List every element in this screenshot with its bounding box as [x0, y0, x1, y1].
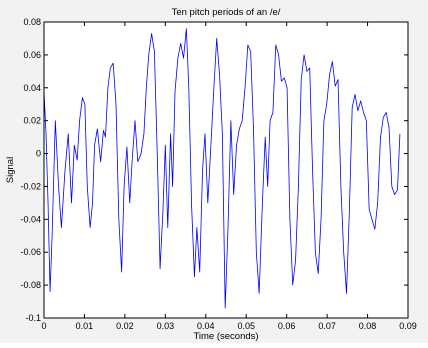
x-tick-label: 0 [41, 321, 46, 331]
y-tick-label: -0.02 [20, 181, 41, 191]
x-tick-label: 0.07 [318, 321, 336, 331]
x-tick-label: 0.06 [278, 321, 296, 331]
x-tick-label: 0.05 [237, 321, 255, 331]
x-tick-label: 0.01 [76, 321, 94, 331]
chart-title: Ten pitch periods of an /e/ [172, 7, 281, 18]
signal-line [43, 28, 401, 309]
x-tick-label: 0.08 [359, 321, 377, 331]
y-tick-label: -0.1 [25, 313, 41, 323]
plot-frame [43, 21, 409, 319]
y-tick-label: -0.06 [20, 247, 41, 257]
x-tick-label: 0.04 [197, 321, 215, 331]
y-tick-label: 0 [36, 149, 41, 159]
tick-labels: 0 0.01 0.02 0.03 0.04 0.05 0.06 0.07 0.08 0.09 -0.… [20, 17, 416, 331]
plot-area [44, 22, 408, 318]
series-group [43, 28, 401, 309]
y-tick-label: -0.08 [20, 280, 41, 290]
x-tick-label: 0.03 [157, 321, 175, 331]
y-tick-label: 0.02 [23, 116, 41, 126]
x-axis-label: Time (seconds) [193, 331, 258, 342]
x-tick-label: 0.09 [399, 321, 417, 331]
y-tick-label: 0.06 [23, 50, 41, 60]
y-tick-label: 0.08 [23, 17, 41, 27]
y-tick-label: -0.04 [20, 214, 41, 224]
y-axis-label: Signal [5, 157, 16, 183]
x-tick-label: 0.02 [116, 321, 134, 331]
y-tick-label: 0.04 [23, 83, 41, 93]
